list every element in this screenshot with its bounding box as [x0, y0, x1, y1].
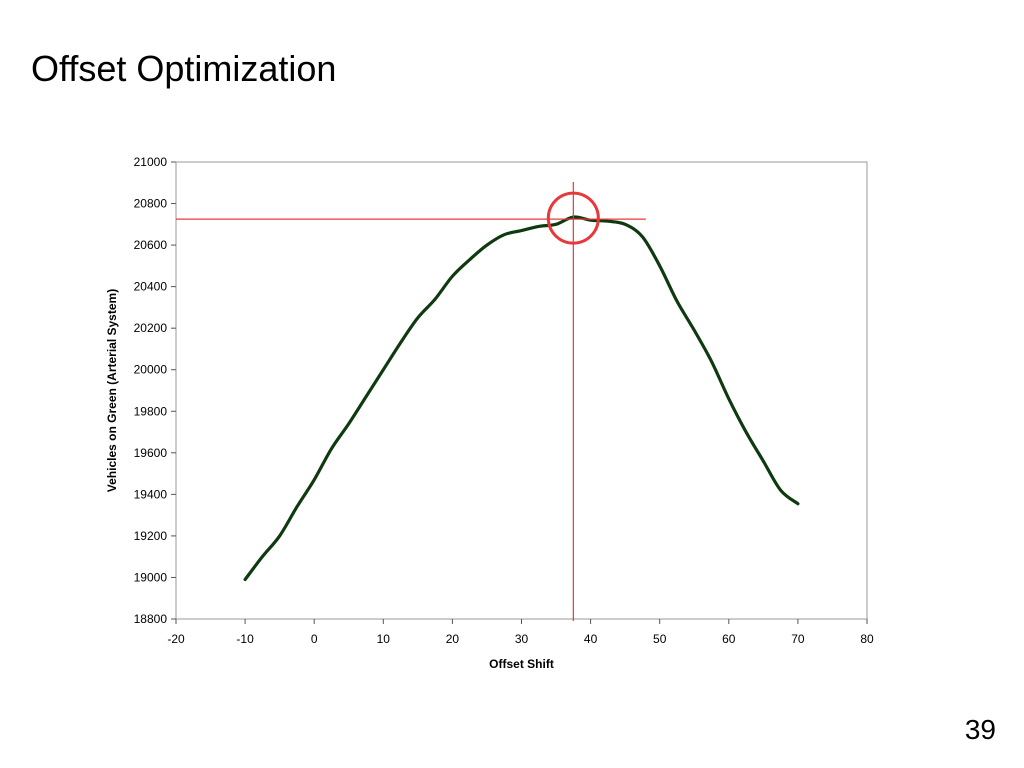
series-line	[243, 215, 800, 582]
y-tick-label: 20000	[134, 363, 168, 377]
y-tick-label: 20800	[134, 197, 168, 211]
x-tick-label: 40	[584, 632, 598, 646]
page-number: 39	[964, 714, 996, 745]
x-tick-label: 30	[515, 632, 529, 646]
y-tick-label: 19400	[134, 487, 168, 501]
x-tick-label: 20	[446, 632, 460, 646]
plot-frame	[175, 161, 868, 620]
series-layer	[243, 215, 800, 582]
y-tick-label: 20400	[134, 280, 168, 294]
x-tick-label: 0	[311, 632, 318, 646]
x-tick-label: 70	[791, 632, 805, 646]
x-tick-label: -10	[236, 632, 254, 646]
y-tick-label: 19000	[134, 570, 168, 584]
x-tick-label: -20	[167, 632, 185, 646]
x-axis-ticks: -20 -10 0 10 20 30 40 50 60 70 80	[167, 619, 874, 646]
x-tick-label: 80	[860, 632, 874, 646]
slide-title: Offset Optimization	[31, 48, 337, 89]
y-tick-label: 20200	[134, 321, 168, 335]
annotation-layer	[176, 182, 646, 621]
x-axis-title: Offset Shift	[489, 657, 554, 671]
y-tick-label: 21000	[134, 155, 168, 169]
plot-area	[175, 161, 868, 620]
optimum-circle	[546, 191, 600, 245]
y-tick-label: 19200	[134, 529, 168, 543]
x-tick-label: 10	[377, 632, 391, 646]
x-tick-label: 50	[653, 632, 667, 646]
y-tick-label: 19600	[134, 446, 168, 460]
y-tick-label: 20600	[134, 238, 168, 252]
y-axis-title: Vehicles on Green (Arterial System)	[105, 289, 119, 492]
x-tick-label: 60	[722, 632, 736, 646]
y-tick-label: 19800	[134, 404, 168, 418]
y-tick-label: 18800	[134, 612, 168, 626]
y-axis-ticks: 18800 19000 19200 19400 19600 19800 20000 20200…	[134, 155, 176, 626]
